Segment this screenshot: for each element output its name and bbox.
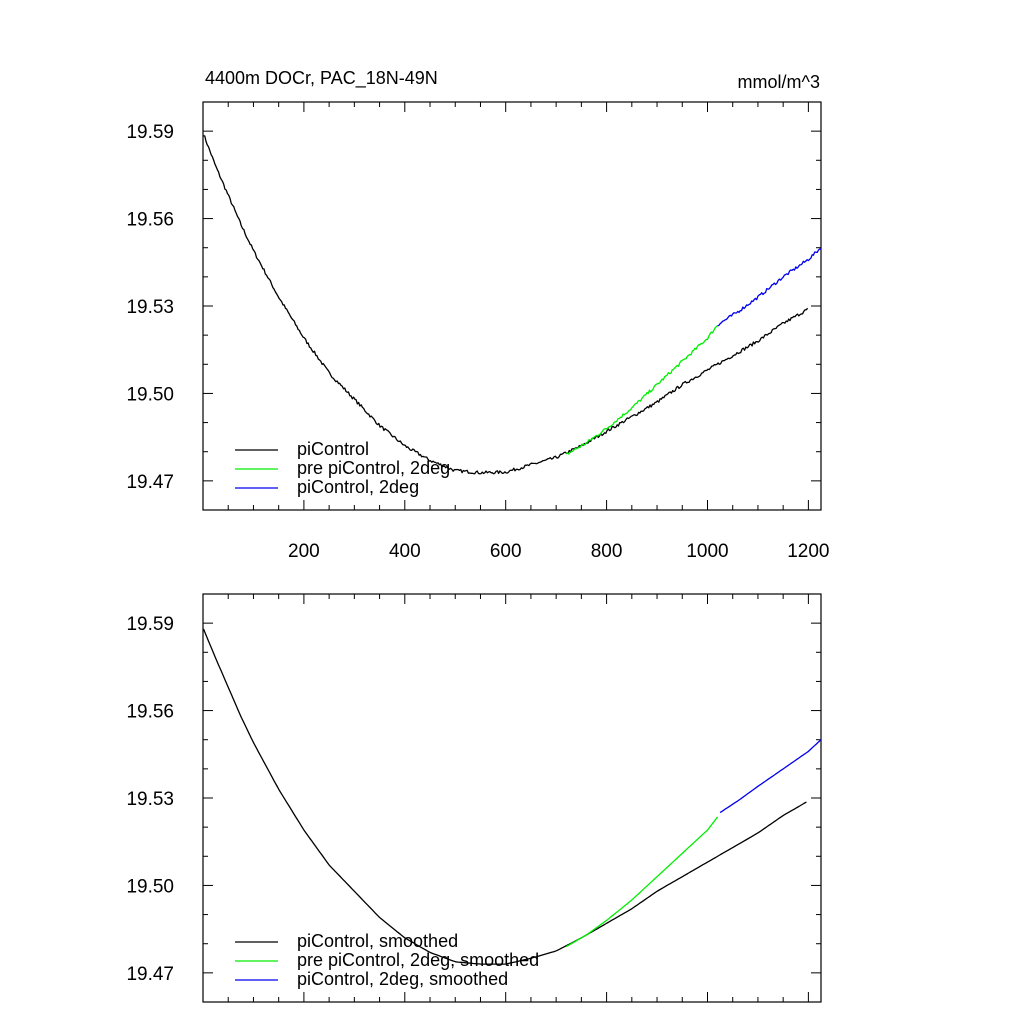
legend-label: piControl, smoothed bbox=[297, 931, 458, 951]
series-line-1 bbox=[565, 325, 719, 455]
x-tick-label: 600 bbox=[490, 541, 522, 562]
x-tick-label: 200 bbox=[288, 541, 320, 562]
chart-units: mmol/m^3 bbox=[738, 72, 820, 92]
y-tick-label: 19.56 bbox=[126, 702, 174, 723]
y-tick-label: 19.59 bbox=[126, 122, 174, 143]
chart-title: 4400m DOCr, PAC_18N-49N bbox=[205, 68, 438, 89]
x-tick-label: 1000 bbox=[686, 541, 728, 562]
y-tick-label: 19.53 bbox=[126, 789, 174, 810]
plot-frame bbox=[202, 101, 822, 511]
legend-label: piControl, 2deg, smoothed bbox=[297, 969, 508, 989]
top-panel: 19.47 19.50 19.53 19.56 19.59 200 400 600 800 100… bbox=[126, 101, 830, 562]
y-tick-label: 19.47 bbox=[126, 472, 174, 493]
y-tick-label: 19.50 bbox=[126, 876, 174, 897]
series-line-0 bbox=[203, 135, 809, 475]
y-tick-label: 19.47 bbox=[126, 964, 174, 985]
legend-label: pre piControl, 2deg bbox=[297, 458, 450, 478]
series-line-2 bbox=[719, 739, 822, 814]
legend-label: pre piControl, 2deg, smoothed bbox=[297, 950, 539, 970]
legend-label: piControl, 2deg bbox=[297, 477, 419, 497]
legend-label: piControl bbox=[297, 439, 369, 459]
y-tick-label: 19.53 bbox=[126, 297, 174, 318]
plot-frame bbox=[202, 593, 822, 1003]
bottom-panel: 19.47 19.50 19.53 19.56 19.59 piControl, smoo… bbox=[126, 593, 822, 1003]
y-tick-label: 19.56 bbox=[126, 210, 174, 231]
x-tick-label: 800 bbox=[591, 541, 623, 562]
series-line-2 bbox=[717, 248, 822, 327]
y-tick-label: 19.59 bbox=[126, 614, 174, 635]
x-tick-label: 400 bbox=[389, 541, 421, 562]
y-tick-label: 19.50 bbox=[126, 384, 174, 405]
x-tick-label: 1200 bbox=[787, 541, 829, 562]
series-line-1 bbox=[565, 816, 719, 948]
series-line-0 bbox=[202, 628, 807, 965]
